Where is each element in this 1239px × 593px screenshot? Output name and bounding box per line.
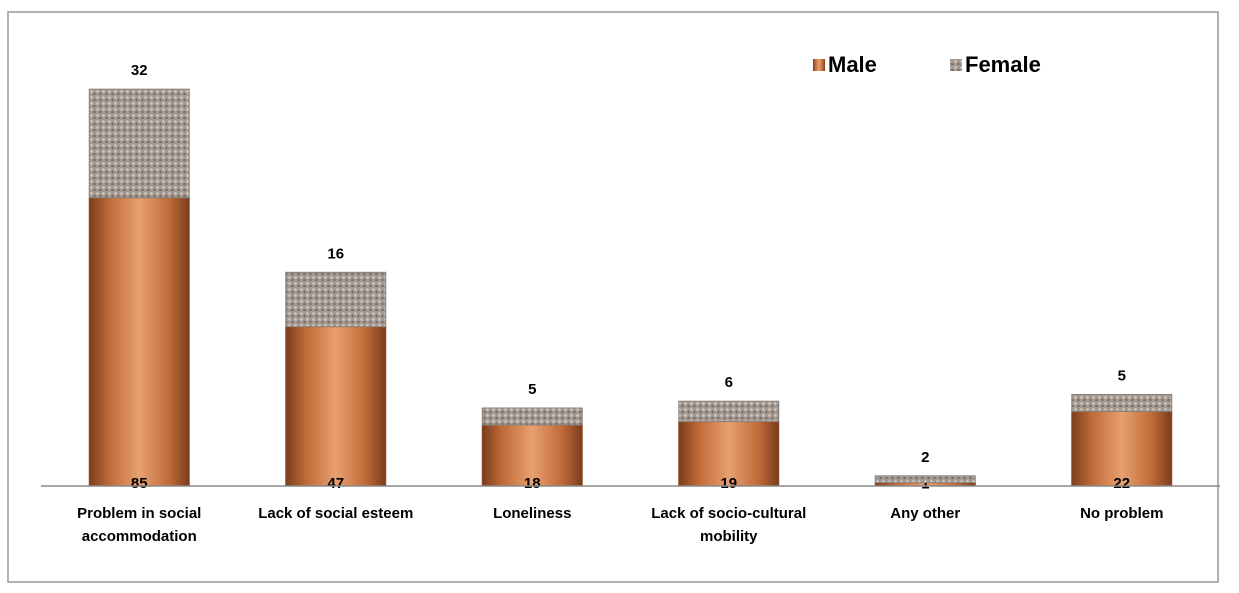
data-label: 22 bbox=[1113, 475, 1130, 492]
data-label: 32 bbox=[131, 62, 148, 79]
bar-segment bbox=[285, 326, 387, 487]
bar-segment bbox=[678, 400, 780, 423]
bar-segment bbox=[1071, 410, 1173, 487]
bar-segment bbox=[88, 197, 190, 487]
x-tick-label: Lack of socio-cultural mobility bbox=[651, 505, 807, 545]
bar-segment bbox=[678, 421, 780, 487]
data-label: 1 bbox=[921, 475, 929, 492]
legend-swatch bbox=[950, 59, 962, 71]
data-label: 19 bbox=[720, 475, 737, 492]
x-tick-label: No problem bbox=[1080, 505, 1164, 522]
bar-segment bbox=[88, 88, 190, 199]
data-label: 5 bbox=[1118, 367, 1126, 384]
data-label: 47 bbox=[327, 475, 344, 492]
bar-segment bbox=[481, 407, 583, 426]
x-tick-label: Problem in social accommodation bbox=[77, 505, 202, 545]
data-label: 18 bbox=[524, 475, 541, 492]
x-tick-label: Lack of social esteem bbox=[258, 505, 414, 522]
data-label: 6 bbox=[725, 374, 733, 391]
bar-segment bbox=[481, 424, 583, 487]
bar-segment bbox=[285, 271, 387, 328]
bar-segment bbox=[874, 475, 976, 484]
legend-label: Female bbox=[965, 52, 1041, 77]
data-label: 2 bbox=[921, 449, 929, 466]
data-label: 16 bbox=[327, 245, 344, 262]
data-label: 5 bbox=[528, 381, 536, 398]
frame bbox=[7, 11, 1219, 583]
bar-segment bbox=[1071, 393, 1173, 412]
x-tick-label: Any other bbox=[890, 505, 961, 522]
legend-swatch bbox=[813, 59, 825, 71]
data-label: 85 bbox=[131, 475, 148, 492]
legend-label: Male bbox=[828, 52, 877, 77]
x-tick-label: Loneliness bbox=[493, 505, 572, 522]
